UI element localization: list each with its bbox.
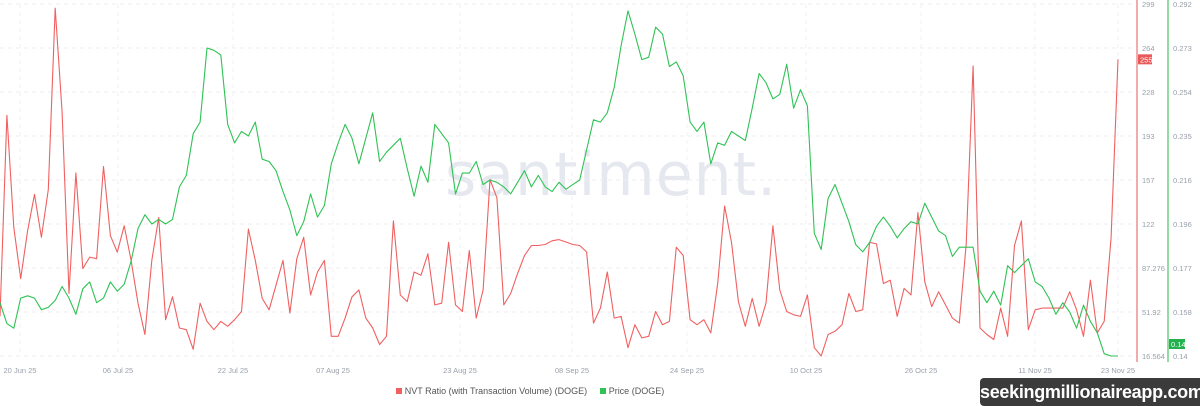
right-series-tick-label: 0.216 (1173, 176, 1192, 185)
right-series-tick-label: 0.177 (1173, 264, 1192, 273)
right-series-tick-label: 0.273 (1173, 44, 1192, 53)
legend-item-price[interactable]: Price (DOGE) (599, 386, 665, 396)
grid (0, 3, 1136, 357)
x-tick-label: 08 Sep 25 (555, 366, 589, 375)
santiment-watermark: santiment. (445, 140, 778, 210)
left-series-tick-label: 87.276 (1142, 264, 1165, 273)
x-tick-label: 26 Oct 25 (905, 366, 938, 375)
left-series-tick-label: 16.564 (1142, 352, 1165, 361)
x-tick-label: 07 Aug 25 (316, 366, 350, 375)
series-lines (0, 7, 1119, 357)
left-series-tick-label: 299 (1142, 0, 1155, 9)
x-tick-label: 23 Aug 25 (443, 366, 477, 375)
right-series-tick-label: 0.196 (1173, 220, 1192, 229)
right-series-tick-label: 0.158 (1173, 308, 1192, 317)
left-series-tick-label: 228 (1142, 88, 1155, 97)
x-tick-label: 06 Jul 25 (103, 366, 133, 375)
right-series-tick-label: 0.292 (1173, 0, 1192, 9)
left-series-tick-label: 157 (1142, 176, 1155, 185)
price-last-value-badge (1169, 339, 1185, 349)
x-tick-label: 23 Nov 25 (1101, 366, 1135, 375)
x-tick-label: 20 Jun 25 (4, 366, 37, 375)
legend-swatch-price (599, 388, 606, 394)
left-series-tick-label: 264 (1142, 44, 1155, 53)
right-series-tick-label: 0.235 (1173, 132, 1192, 141)
site-watermark: seekingmillionaireapp.com (980, 378, 1200, 406)
legend-swatch-nvt (395, 388, 402, 394)
x-tick-label: 24 Sep 25 (670, 366, 704, 375)
line-chart: 299 0.292 264 0.273 228 0.254 193 0.235 157 0.216… (0, 0, 1192, 375)
nvt-ratio-line (0, 7, 1119, 357)
right-series-tick-label: 0.14 (1173, 352, 1188, 361)
right-series-tick-label: 0.254 (1173, 88, 1192, 97)
axes: 299 0.292 264 0.273 228 0.254 193 0.235 157 0.216… (4, 0, 1192, 375)
legend-item-nvt[interactable]: NVT Ratio (with Transaction Volume) (DOG… (395, 386, 588, 396)
legend: NVT Ratio (with Transaction Volume) (DOG… (0, 386, 960, 396)
x-tick-label: 22 Jul 25 (218, 366, 248, 375)
left-series-tick-label: 193 (1142, 132, 1155, 141)
nvt-ratio-last-value-label: 255 (1140, 55, 1153, 64)
legend-label-price: Price (DOGE) (608, 386, 665, 396)
x-tick-label: 11 Nov 25 (1018, 366, 1052, 375)
left-series-tick-label: 122 (1142, 220, 1155, 229)
price-last-value-label: 0.14 (1171, 340, 1186, 349)
left-series-tick-label: 51.92 (1142, 308, 1161, 317)
legend-label-nvt: NVT Ratio (with Transaction Volume) (DOG… (404, 386, 588, 396)
nvt-ratio-last-value-badge (1138, 54, 1152, 65)
price-line (0, 10, 1118, 357)
x-tick-label: 10 Oct 25 (790, 366, 823, 375)
